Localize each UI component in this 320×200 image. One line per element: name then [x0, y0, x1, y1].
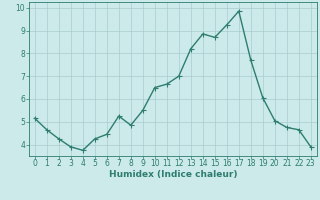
X-axis label: Humidex (Indice chaleur): Humidex (Indice chaleur) — [108, 170, 237, 179]
